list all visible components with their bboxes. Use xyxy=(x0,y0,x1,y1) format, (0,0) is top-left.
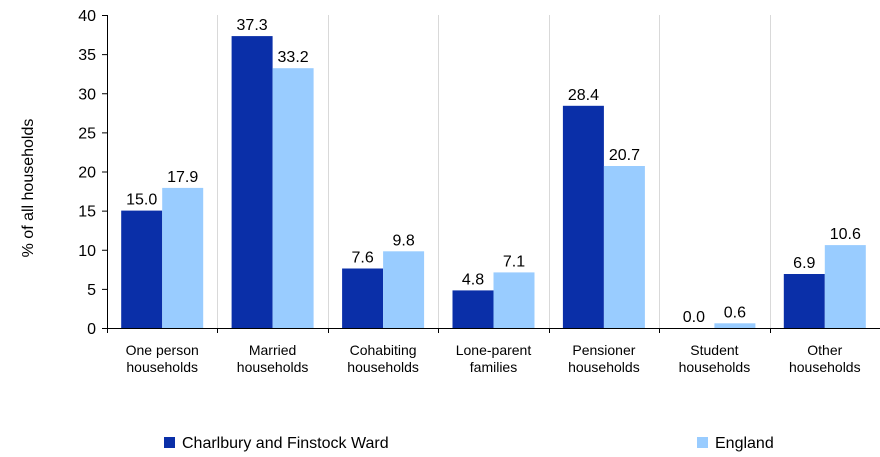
data-label-england-2: 9.8 xyxy=(392,232,414,249)
data-label-england-4: 20.7 xyxy=(609,147,640,164)
x-category-label: Other households xyxy=(789,342,861,375)
legend-label-england: England xyxy=(715,435,774,452)
y-tick-label: 5 xyxy=(87,282,96,299)
data-label-ward-1: 37.3 xyxy=(237,17,268,34)
bar-england-5 xyxy=(714,323,756,328)
bar-ward-2 xyxy=(342,268,384,328)
data-label-england-0: 17.9 xyxy=(167,169,198,186)
data-label-ward-4: 28.4 xyxy=(568,87,599,104)
legend-label-ward: Charlbury and Finstock Ward xyxy=(182,435,389,452)
x-axis-category-labels: One person households Married households Coh… xyxy=(107,328,861,375)
y-axis-ticks: 0 5 10 15 20 25 30 35 40 xyxy=(78,8,107,338)
bar-england-1 xyxy=(272,68,314,328)
x-category-label: Lone-parent families xyxy=(456,342,532,375)
y-tick-label: 35 xyxy=(78,47,96,64)
bar-ward-3 xyxy=(452,290,494,328)
data-label-england-1: 33.2 xyxy=(278,49,309,66)
chart-legend: Charlbury and Finstock Ward England xyxy=(164,435,774,452)
bar-england-6 xyxy=(824,245,866,328)
bar-ward-1 xyxy=(231,36,273,328)
data-label-england-3: 7.1 xyxy=(503,253,525,270)
y-tick-label: 30 xyxy=(78,86,96,103)
legend-swatch-ward xyxy=(164,437,175,448)
y-tick-label: 0 xyxy=(87,321,96,338)
data-label-ward-6: 6.9 xyxy=(793,255,815,272)
y-tick-label: 10 xyxy=(78,243,96,260)
x-category-label: Student households xyxy=(679,342,751,375)
bar-ward-0 xyxy=(121,210,163,328)
y-tick-label: 15 xyxy=(78,204,96,221)
data-label-ward-0: 15.0 xyxy=(126,192,157,209)
bar-ward-4 xyxy=(562,105,604,328)
x-category-label: Cohabiting households xyxy=(347,342,419,375)
chart-data-labels: 15.0 37.3 7.6 4.8 28.4 0.0 6.9 17.9 33.2 9.8 7.1 20… xyxy=(126,17,861,326)
bar-england-0 xyxy=(162,187,204,328)
x-category-label: Married households xyxy=(237,342,309,375)
chart-bars xyxy=(121,36,866,328)
data-label-ward-3: 4.8 xyxy=(462,271,484,288)
bar-england-2 xyxy=(383,251,425,328)
bar-england-4 xyxy=(603,166,645,328)
bar-england-3 xyxy=(493,272,535,328)
x-category-label: Pensioner households xyxy=(568,342,640,375)
data-label-england-6: 10.6 xyxy=(830,226,861,243)
y-axis-label: % of all households xyxy=(20,119,37,258)
y-tick-label: 20 xyxy=(78,165,96,182)
y-tick-label: 25 xyxy=(78,125,96,142)
legend-swatch-england xyxy=(697,437,708,448)
x-category-label: One person households xyxy=(126,342,199,375)
chart-gridlines xyxy=(107,15,771,328)
bar-ward-6 xyxy=(783,274,825,328)
data-label-england-5: 0.6 xyxy=(724,304,746,321)
data-label-ward-5: 0.0 xyxy=(683,309,705,326)
data-label-ward-2: 7.6 xyxy=(351,250,373,267)
y-tick-label: 40 xyxy=(78,8,96,25)
chart-axes xyxy=(107,15,880,329)
